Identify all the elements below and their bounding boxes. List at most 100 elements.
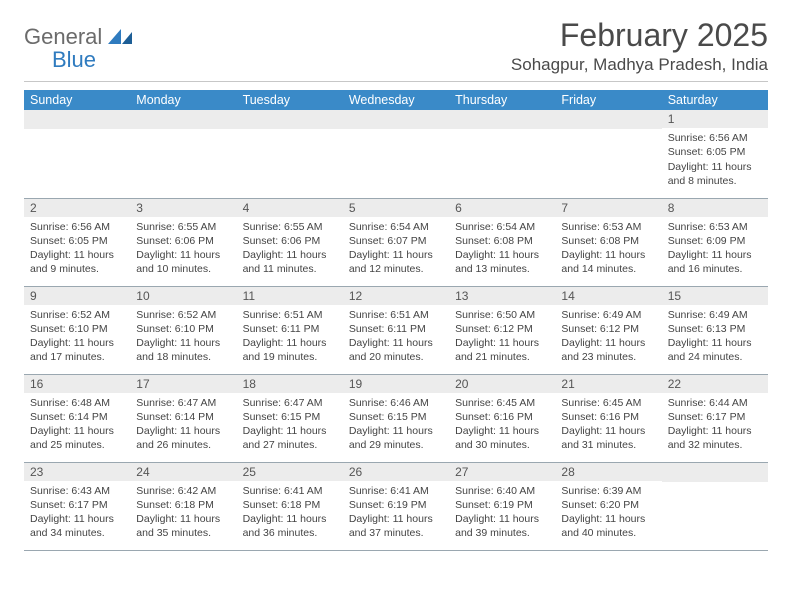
day-number: 25 — [237, 463, 343, 481]
day-details: Sunrise: 6:56 AMSunset: 6:05 PMDaylight:… — [662, 128, 768, 194]
title-block: February 2025 Sohagpur, Madhya Pradesh, … — [511, 18, 768, 75]
sunrise-line: Sunrise: 6:55 AM — [243, 220, 337, 234]
sunrise-line: Sunrise: 6:42 AM — [136, 484, 230, 498]
day-details: Sunrise: 6:54 AMSunset: 6:07 PMDaylight:… — [343, 217, 449, 283]
daylight-line: Daylight: 11 hours and 18 minutes. — [136, 336, 230, 364]
sunset-line: Sunset: 6:12 PM — [561, 322, 655, 336]
col-wednesday: Wednesday — [343, 90, 449, 110]
daylight-line: Daylight: 11 hours and 35 minutes. — [136, 512, 230, 540]
day-number-empty — [237, 110, 343, 129]
daylight-line: Daylight: 11 hours and 31 minutes. — [561, 424, 655, 452]
calendar-cell: 9Sunrise: 6:52 AMSunset: 6:10 PMDaylight… — [24, 286, 130, 374]
sunset-line: Sunset: 6:14 PM — [136, 410, 230, 424]
sunrise-line: Sunrise: 6:51 AM — [349, 308, 443, 322]
day-number-empty — [24, 110, 130, 129]
day-details: Sunrise: 6:55 AMSunset: 6:06 PMDaylight:… — [130, 217, 236, 283]
calendar-cell: 15Sunrise: 6:49 AMSunset: 6:13 PMDayligh… — [662, 286, 768, 374]
daylight-line: Daylight: 11 hours and 13 minutes. — [455, 248, 549, 276]
calendar-cell — [237, 110, 343, 198]
calendar-cell: 27Sunrise: 6:40 AMSunset: 6:19 PMDayligh… — [449, 462, 555, 550]
calendar-cell: 23Sunrise: 6:43 AMSunset: 6:17 PMDayligh… — [24, 462, 130, 550]
header-rule — [24, 81, 768, 82]
daylight-line: Daylight: 11 hours and 8 minutes. — [668, 160, 762, 188]
day-number: 12 — [343, 287, 449, 305]
day-details: Sunrise: 6:43 AMSunset: 6:17 PMDaylight:… — [24, 481, 130, 547]
calendar-cell: 13Sunrise: 6:50 AMSunset: 6:12 PMDayligh… — [449, 286, 555, 374]
sunrise-line: Sunrise: 6:54 AM — [349, 220, 443, 234]
sunset-line: Sunset: 6:07 PM — [349, 234, 443, 248]
calendar-row: 16Sunrise: 6:48 AMSunset: 6:14 PMDayligh… — [24, 374, 768, 462]
day-details: Sunrise: 6:45 AMSunset: 6:16 PMDaylight:… — [555, 393, 661, 459]
daylight-line: Daylight: 11 hours and 25 minutes. — [30, 424, 124, 452]
sunrise-line: Sunrise: 6:45 AM — [455, 396, 549, 410]
sunset-line: Sunset: 6:12 PM — [455, 322, 549, 336]
sunset-line: Sunset: 6:17 PM — [30, 498, 124, 512]
calendar-cell: 22Sunrise: 6:44 AMSunset: 6:17 PMDayligh… — [662, 374, 768, 462]
sunrise-line: Sunrise: 6:41 AM — [349, 484, 443, 498]
sunset-line: Sunset: 6:18 PM — [136, 498, 230, 512]
day-number: 21 — [555, 375, 661, 393]
sunset-line: Sunset: 6:09 PM — [668, 234, 762, 248]
day-number: 11 — [237, 287, 343, 305]
day-details: Sunrise: 6:55 AMSunset: 6:06 PMDaylight:… — [237, 217, 343, 283]
daylight-line: Daylight: 11 hours and 17 minutes. — [30, 336, 124, 364]
daylight-line: Daylight: 11 hours and 30 minutes. — [455, 424, 549, 452]
sunrise-line: Sunrise: 6:47 AM — [136, 396, 230, 410]
daylight-line: Daylight: 11 hours and 10 minutes. — [136, 248, 230, 276]
sunset-line: Sunset: 6:18 PM — [243, 498, 337, 512]
sunrise-line: Sunrise: 6:50 AM — [455, 308, 549, 322]
day-number: 6 — [449, 199, 555, 217]
daylight-line: Daylight: 11 hours and 19 minutes. — [243, 336, 337, 364]
day-details: Sunrise: 6:49 AMSunset: 6:13 PMDaylight:… — [662, 305, 768, 371]
col-thursday: Thursday — [449, 90, 555, 110]
calendar-cell: 11Sunrise: 6:51 AMSunset: 6:11 PMDayligh… — [237, 286, 343, 374]
col-saturday: Saturday — [662, 90, 768, 110]
daylight-line: Daylight: 11 hours and 23 minutes. — [561, 336, 655, 364]
calendar-cell: 20Sunrise: 6:45 AMSunset: 6:16 PMDayligh… — [449, 374, 555, 462]
logo-sail-icon — [107, 28, 133, 46]
sunset-line: Sunset: 6:05 PM — [668, 145, 762, 159]
daylight-line: Daylight: 11 hours and 24 minutes. — [668, 336, 762, 364]
day-details: Sunrise: 6:42 AMSunset: 6:18 PMDaylight:… — [130, 481, 236, 547]
sunset-line: Sunset: 6:16 PM — [561, 410, 655, 424]
day-details: Sunrise: 6:51 AMSunset: 6:11 PMDaylight:… — [237, 305, 343, 371]
daylight-line: Daylight: 11 hours and 34 minutes. — [30, 512, 124, 540]
day-details: Sunrise: 6:51 AMSunset: 6:11 PMDaylight:… — [343, 305, 449, 371]
sunrise-line: Sunrise: 6:47 AM — [243, 396, 337, 410]
daylight-line: Daylight: 11 hours and 12 minutes. — [349, 248, 443, 276]
sunset-line: Sunset: 6:13 PM — [668, 322, 762, 336]
sunrise-line: Sunrise: 6:40 AM — [455, 484, 549, 498]
calendar-cell: 3Sunrise: 6:55 AMSunset: 6:06 PMDaylight… — [130, 198, 236, 286]
day-details: Sunrise: 6:47 AMSunset: 6:15 PMDaylight:… — [237, 393, 343, 459]
calendar-header-row: Sunday Monday Tuesday Wednesday Thursday… — [24, 90, 768, 110]
calendar-cell: 6Sunrise: 6:54 AMSunset: 6:08 PMDaylight… — [449, 198, 555, 286]
calendar-row: 2Sunrise: 6:56 AMSunset: 6:05 PMDaylight… — [24, 198, 768, 286]
sunset-line: Sunset: 6:16 PM — [455, 410, 549, 424]
day-details: Sunrise: 6:52 AMSunset: 6:10 PMDaylight:… — [130, 305, 236, 371]
sunrise-line: Sunrise: 6:41 AM — [243, 484, 337, 498]
sunset-line: Sunset: 6:05 PM — [30, 234, 124, 248]
calendar-table: Sunday Monday Tuesday Wednesday Thursday… — [24, 90, 768, 551]
day-number: 3 — [130, 199, 236, 217]
day-details: Sunrise: 6:46 AMSunset: 6:15 PMDaylight:… — [343, 393, 449, 459]
day-number: 7 — [555, 199, 661, 217]
calendar-cell: 5Sunrise: 6:54 AMSunset: 6:07 PMDaylight… — [343, 198, 449, 286]
sunset-line: Sunset: 6:06 PM — [243, 234, 337, 248]
logo-text: General Blue — [24, 26, 133, 72]
sunrise-line: Sunrise: 6:51 AM — [243, 308, 337, 322]
day-details: Sunrise: 6:50 AMSunset: 6:12 PMDaylight:… — [449, 305, 555, 371]
day-number: 1 — [662, 110, 768, 128]
daylight-line: Daylight: 11 hours and 40 minutes. — [561, 512, 655, 540]
sunset-line: Sunset: 6:08 PM — [455, 234, 549, 248]
calendar-body: 1Sunrise: 6:56 AMSunset: 6:05 PMDaylight… — [24, 110, 768, 550]
page-title: February 2025 — [511, 18, 768, 53]
sunset-line: Sunset: 6:10 PM — [30, 322, 124, 336]
daylight-line: Daylight: 11 hours and 27 minutes. — [243, 424, 337, 452]
day-number: 8 — [662, 199, 768, 217]
sunset-line: Sunset: 6:15 PM — [349, 410, 443, 424]
calendar-page: General Blue February 2025 Sohagpur, Mad… — [0, 0, 792, 551]
daylight-line: Daylight: 11 hours and 9 minutes. — [30, 248, 124, 276]
sunset-line: Sunset: 6:15 PM — [243, 410, 337, 424]
logo-word-blue: Blue — [52, 47, 96, 72]
sunrise-line: Sunrise: 6:56 AM — [668, 131, 762, 145]
